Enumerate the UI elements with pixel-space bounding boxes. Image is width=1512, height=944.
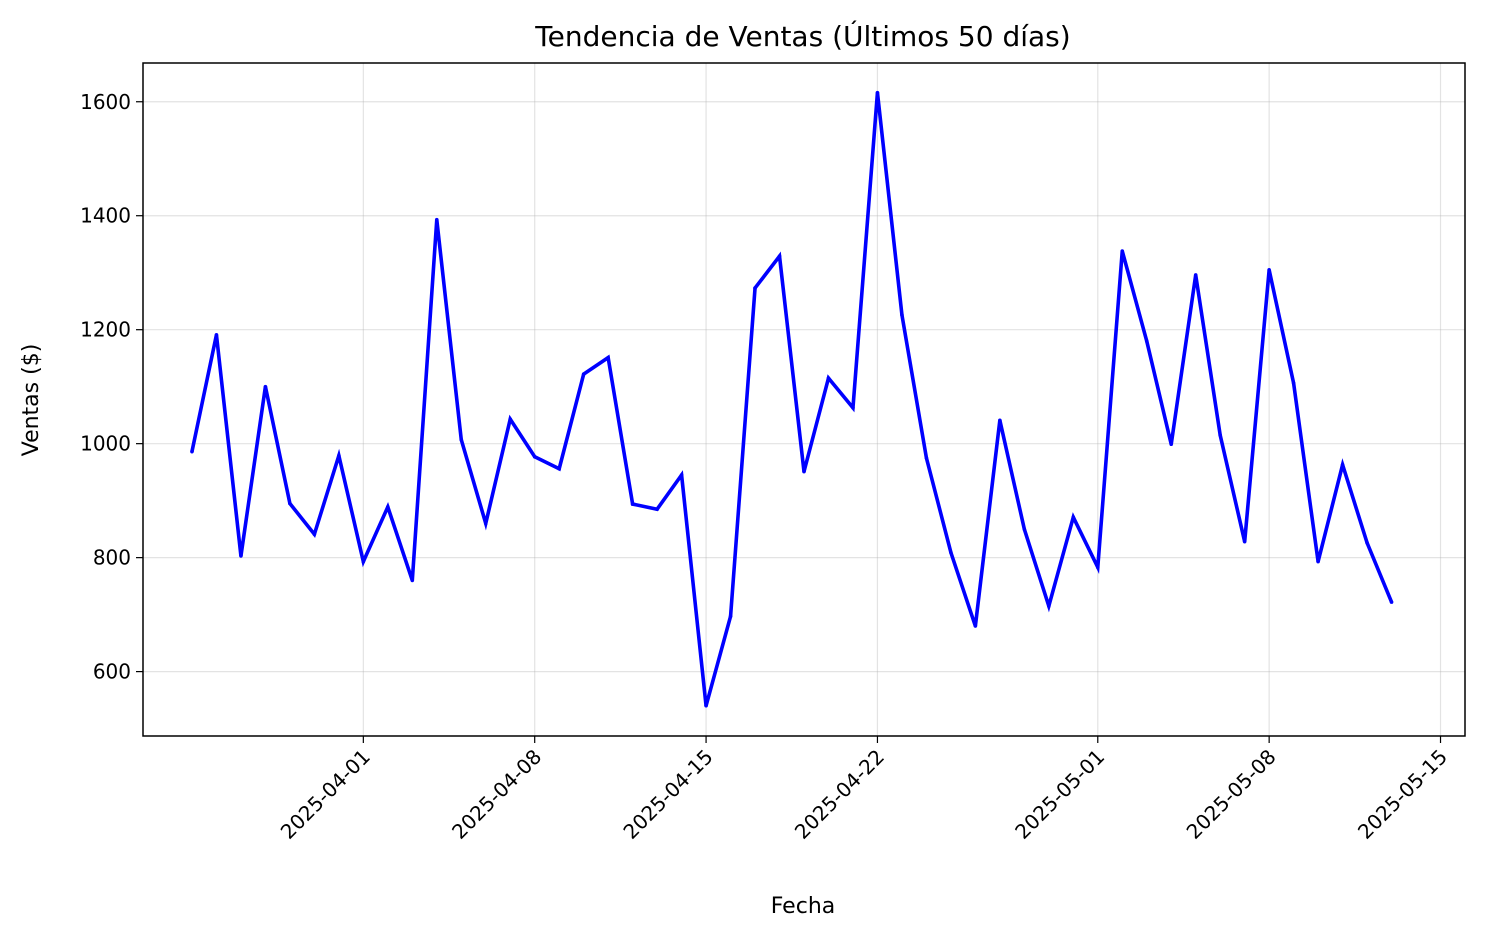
y-tick-label: 1400 — [80, 204, 131, 228]
x-tick-label: 2025-04-15 — [618, 745, 717, 844]
data-point — [263, 384, 268, 389]
data-point — [998, 418, 1002, 423]
data-point — [1389, 600, 1394, 604]
data-point — [214, 333, 219, 337]
data-point — [410, 578, 415, 583]
data-point — [239, 554, 243, 558]
data-point — [704, 703, 708, 708]
chart-title: Tendencia de Ventas (Últimos 50 días) — [534, 19, 1070, 53]
data-point — [973, 624, 978, 628]
data-point — [949, 550, 953, 555]
data-point — [802, 469, 806, 474]
data-point — [1095, 565, 1100, 570]
data-point — [826, 376, 831, 380]
series-layer — [190, 90, 1394, 708]
data-point — [1316, 559, 1320, 564]
data-point — [924, 456, 929, 460]
data-point — [655, 507, 659, 511]
data-point — [361, 559, 366, 564]
x-tick-label: 2025-04-01 — [276, 745, 375, 844]
data-point — [1242, 539, 1247, 544]
y-tick-label: 1200 — [80, 318, 131, 342]
data-point — [434, 217, 439, 222]
data-point — [312, 532, 317, 537]
y-tick-label: 800 — [93, 546, 131, 570]
data-point — [532, 454, 537, 459]
data-point — [483, 521, 488, 526]
data-point — [459, 437, 464, 442]
x-tick-label: 2025-04-08 — [447, 745, 546, 844]
y-tick-label: 600 — [93, 660, 131, 684]
data-point — [777, 254, 782, 258]
x-tick-label: 2025-04-22 — [790, 745, 889, 844]
data-point — [1047, 604, 1051, 608]
data-point — [190, 449, 194, 454]
data-point — [728, 614, 733, 619]
data-point — [1144, 339, 1149, 343]
data-point — [630, 502, 635, 506]
y-tick-label: 1000 — [80, 432, 131, 456]
grid-layer — [143, 63, 1465, 736]
x-tick-label: 2025-05-08 — [1182, 745, 1281, 844]
y-axis-label: Ventas ($) — [19, 344, 44, 457]
data-point — [1169, 442, 1174, 447]
x-tick-label: 2025-05-15 — [1353, 745, 1452, 844]
data-point — [557, 466, 561, 471]
plot-frame — [142, 62, 1466, 737]
x-tick-label: 2025-05-01 — [1010, 745, 1109, 844]
data-point — [1291, 381, 1296, 386]
data-point — [679, 473, 684, 477]
data-point — [900, 313, 904, 317]
series-line — [190, 92, 1394, 707]
data-point — [1267, 268, 1271, 272]
data-point — [386, 505, 390, 509]
data-point — [1218, 433, 1222, 437]
axes-layer: 600 800 1000 1200 1400 1600 2025-04-01 2025-04-… — [80, 62, 1466, 844]
x-axis-label: Fecha — [771, 894, 836, 919]
data-point — [1022, 527, 1027, 531]
data-point — [606, 355, 610, 360]
data-point — [851, 405, 855, 410]
y-tick-label: 1600 — [80, 90, 131, 114]
data-point — [288, 501, 292, 506]
data-point — [1071, 515, 1076, 519]
data-point — [1193, 273, 1198, 277]
data-point — [1120, 249, 1125, 253]
data-point — [1365, 541, 1369, 545]
data-point — [508, 417, 513, 421]
data-point — [337, 453, 341, 458]
data-point — [753, 286, 757, 290]
data-point — [581, 372, 586, 376]
data-point — [1340, 462, 1345, 467]
data-point — [875, 90, 880, 95]
